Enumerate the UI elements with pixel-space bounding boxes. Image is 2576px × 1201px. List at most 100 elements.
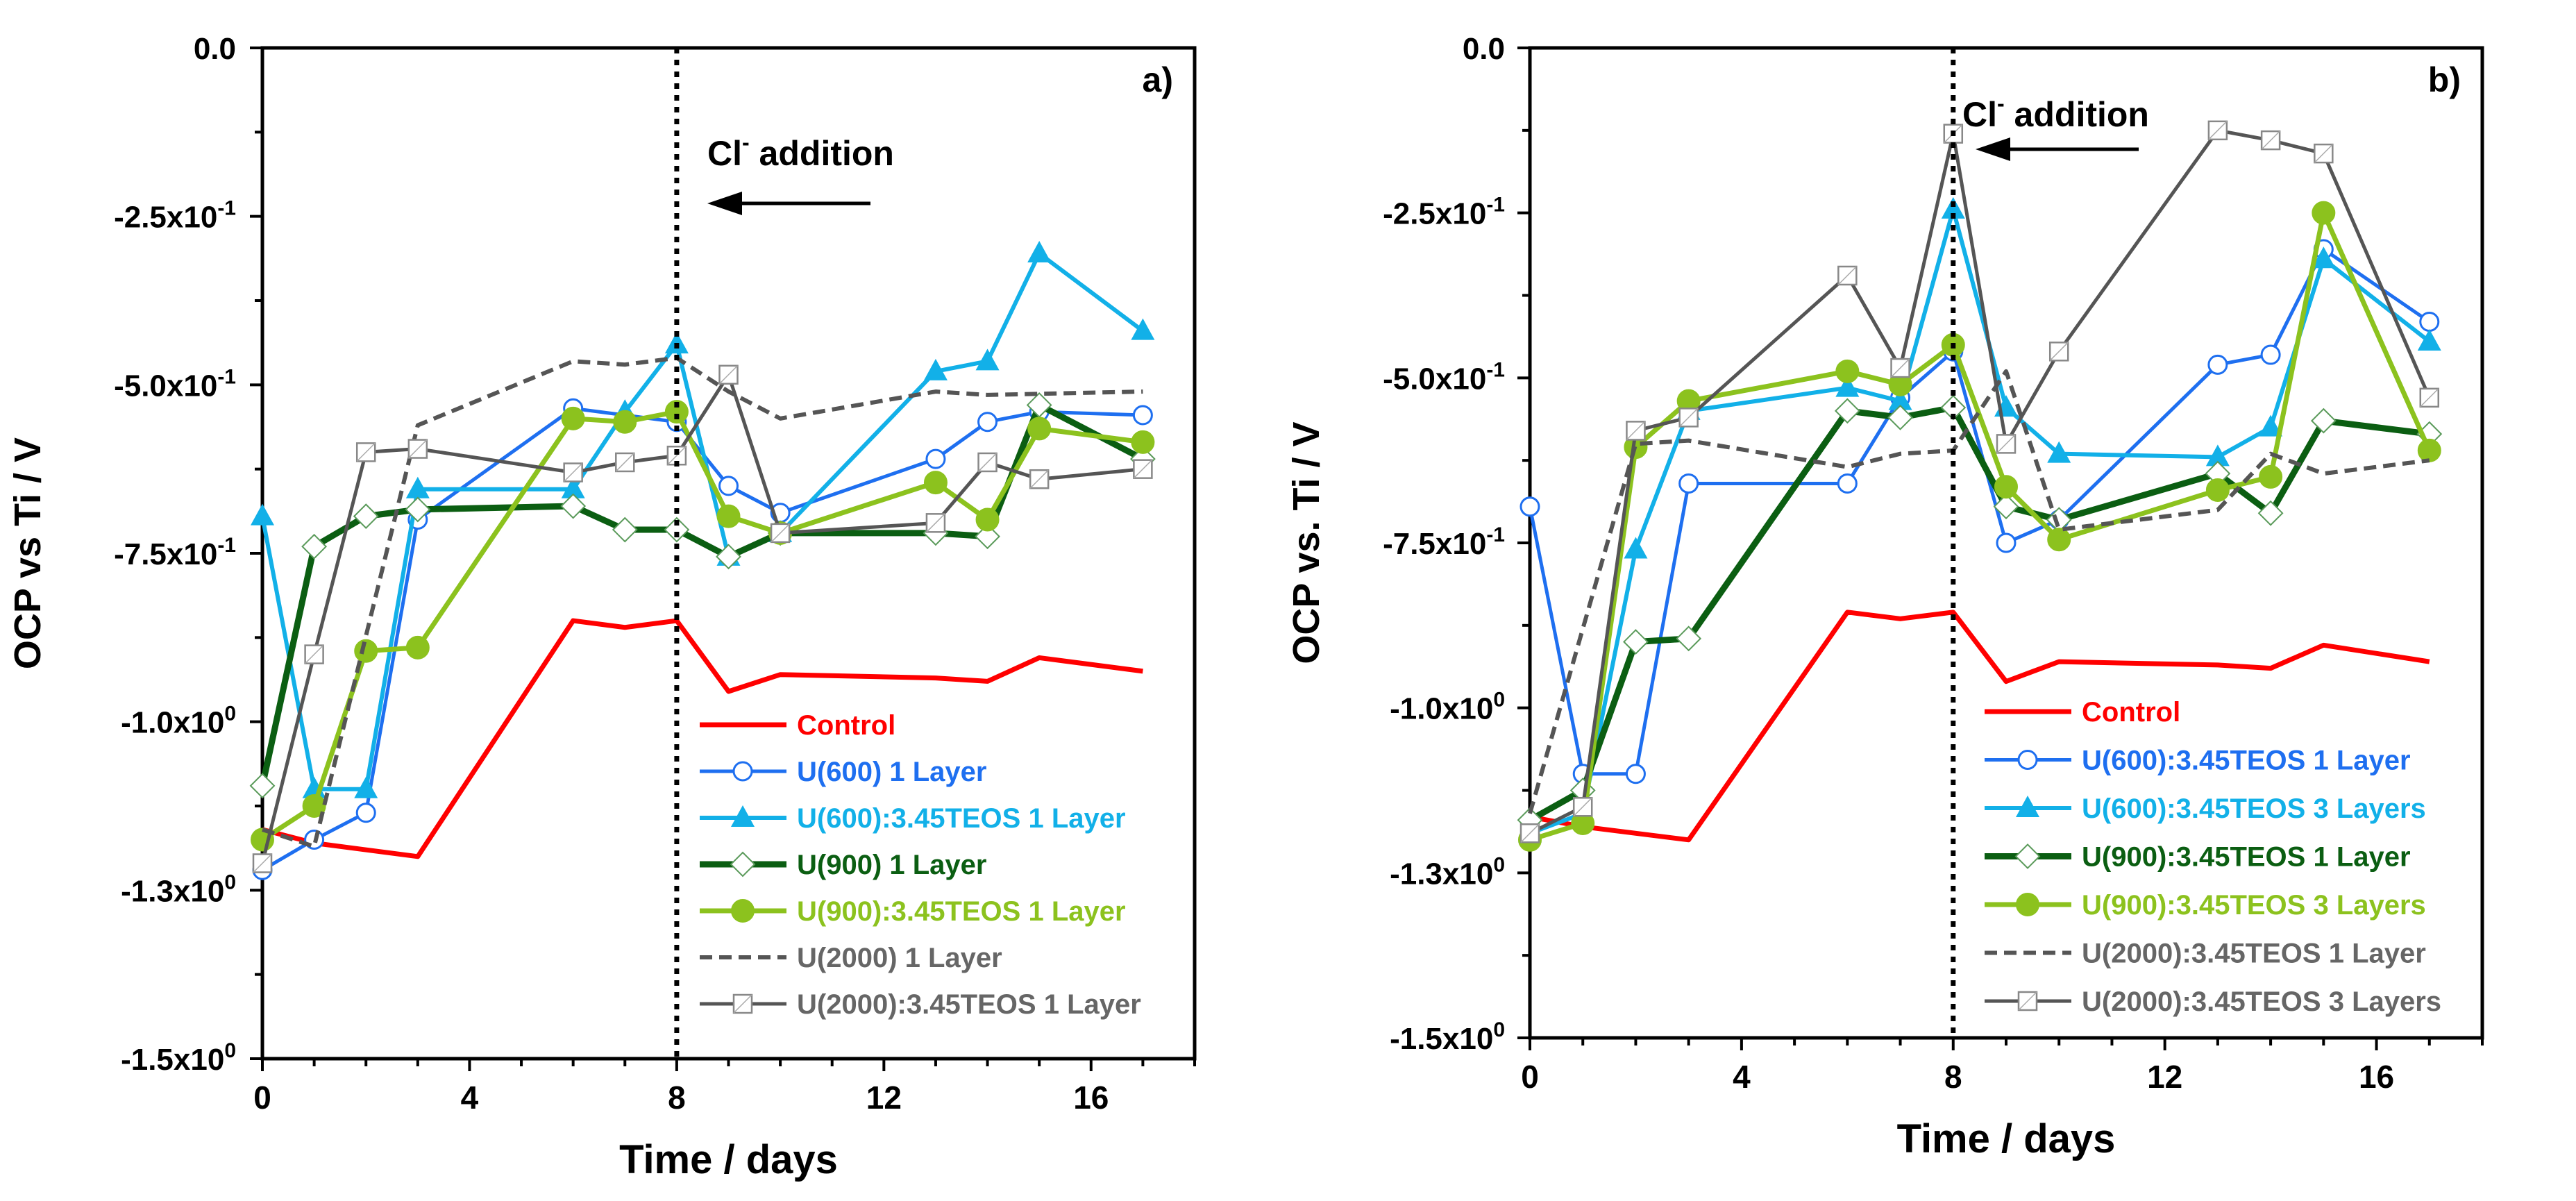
data-point: [2047, 528, 2071, 552]
data-point: [975, 348, 1000, 371]
data-point: [354, 639, 378, 663]
data-point: [1994, 475, 2018, 499]
data-point: [2205, 444, 2230, 467]
legend-item: U(900):3.45TEOS 3 Layers: [1985, 890, 2426, 921]
y-tick-label: -1.5x100: [121, 1039, 236, 1077]
legend-label: U(2000):3.45TEOS 3 Layers: [2082, 986, 2441, 1017]
legend-swatch-marker: [732, 761, 753, 782]
data-point: [2312, 246, 2336, 269]
data-point: [355, 803, 376, 823]
legend-swatch-marker: [2014, 843, 2041, 869]
x-tick-label: 8: [1944, 1059, 1962, 1095]
y-tick-label: 0.0: [1463, 32, 1505, 66]
y-tick-exponent: -1: [1486, 523, 1505, 546]
series-control: [262, 618, 1143, 859]
data-point: [2047, 441, 2071, 463]
data-point: [301, 533, 328, 560]
legend-swatch-marker: [2016, 796, 2039, 817]
data-point-hatch: [2420, 388, 2439, 408]
data-point-hatch: [926, 513, 945, 532]
data-point: [1623, 629, 1649, 655]
data-point: [716, 544, 741, 570]
y-tick-exponent: 0: [1493, 853, 1505, 876]
data-point: [923, 358, 948, 380]
data-point: [2312, 201, 2336, 225]
data-point: [2205, 478, 2230, 502]
x-axis-title: Time / days: [619, 1137, 838, 1182]
data-point-hatch: [2314, 144, 2333, 163]
x-tick-label: 0: [1521, 1059, 1539, 1095]
data-point-hatch: [1679, 408, 1699, 427]
data-point: [664, 332, 689, 354]
y-tick-mantissa: -1.5x10: [121, 1043, 224, 1077]
legend-swatch-marker: [2017, 750, 2038, 770]
data-point: [1834, 398, 1860, 424]
y-tick-mantissa: -5.0x10: [114, 369, 217, 403]
y-tick-label: -1.0x100: [1390, 689, 1505, 726]
y-tick-mantissa: -2.5x10: [114, 201, 217, 235]
y-tick-mantissa: -5.0x10: [1383, 362, 1486, 396]
legend-item: U(600) 1 Layer: [700, 757, 986, 787]
data-point: [664, 516, 690, 543]
data-point: [2417, 329, 2441, 351]
y-axis-title: OCP vs. Ti / V: [1286, 421, 1327, 664]
x-tick-label: 4: [1733, 1059, 1751, 1095]
data-point-hatch: [2208, 121, 2228, 140]
data-point-hatch: [356, 442, 376, 462]
legend-item: U(2000):3.45TEOS 1 Layer: [700, 989, 1141, 1020]
data-point-hatch: [564, 462, 583, 482]
y-tick-label: -7.5x10-1: [114, 534, 236, 571]
data-point: [1519, 496, 1540, 517]
series-control: [1529, 610, 2430, 843]
x-tick-label: 0: [253, 1080, 271, 1116]
data-point: [975, 523, 1000, 550]
series-u-2000-3-45teos-3-layers: [1519, 120, 2440, 843]
legend-label: Control: [2082, 697, 2180, 728]
data-point: [561, 476, 585, 498]
legend-item: U(900):3.45TEOS 1 Layer: [1985, 842, 2411, 873]
x-tick-label: 16: [1073, 1080, 1109, 1116]
y-tick-exponent: -1: [217, 365, 236, 388]
legend-item: Control: [700, 710, 895, 741]
y-tick-exponent: 0: [224, 871, 236, 893]
y-tick-label: -5.0x10-1: [1383, 358, 1505, 396]
panel-label: b): [2428, 60, 2461, 99]
data-point: [923, 471, 948, 495]
y-tick-label: -1.3x100: [121, 871, 236, 908]
data-point: [1940, 394, 1967, 421]
data-point: [2259, 464, 2283, 489]
data-point-hatch: [615, 453, 634, 472]
data-point: [716, 504, 741, 528]
y-tick-mantissa: -1.5x10: [1390, 1022, 1493, 1056]
legend-item: Control: [1985, 697, 2180, 728]
data-point: [612, 516, 638, 543]
y-tick-mantissa: 0.0: [194, 32, 236, 66]
data-point: [1941, 196, 1965, 219]
series-u-900-3-45teos-1-layer: [251, 400, 1155, 852]
legend-label: U(900):3.45TEOS 3 Layers: [2082, 890, 2426, 921]
x-tick-label: 12: [2147, 1059, 2182, 1095]
legend-label: U(600):3.45TEOS 1 Layer: [797, 803, 1126, 834]
data-point: [1027, 417, 1052, 441]
legend-swatch-marker-hatch: [733, 994, 752, 1014]
arrow-left-icon: [1976, 137, 2010, 161]
data-point-hatch: [718, 365, 739, 385]
data-point-hatch: [978, 453, 997, 472]
y-tick-label: -1.5x100: [1390, 1018, 1505, 1056]
data-point: [405, 496, 431, 523]
x-tick-label: 8: [668, 1080, 686, 1116]
annotation-sup: -: [742, 130, 750, 155]
y-tick-label: -1.0x100: [121, 703, 236, 740]
y-tick-mantissa: 0.0: [1463, 32, 1505, 66]
data-point: [302, 794, 326, 818]
data-point: [1996, 532, 2017, 553]
data-point: [1676, 625, 1702, 652]
annotation-cl: Cl: [707, 134, 742, 173]
y-axis-title: OCP vs Ti / V: [7, 437, 49, 669]
x-axis-title: Time / days: [1897, 1116, 2116, 1161]
legend-item: U(2000):3.45TEOS 1 Layer: [1985, 939, 2426, 969]
data-point: [405, 635, 430, 660]
data-point: [1624, 537, 1648, 559]
data-point: [2207, 354, 2228, 375]
data-point-hatch: [1837, 266, 1857, 285]
